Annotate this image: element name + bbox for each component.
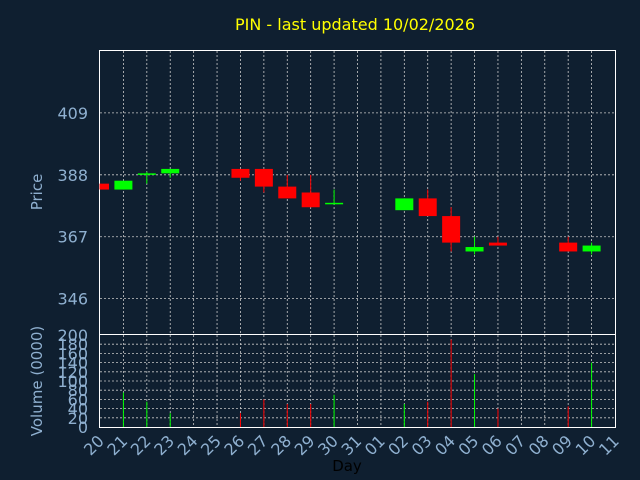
candle-body [278, 186, 297, 199]
volume-tick-label: 100 [57, 372, 88, 391]
candle-body [231, 168, 250, 178]
candle-body [301, 192, 320, 208]
volume-tick-label: 140 [57, 354, 88, 373]
candle-body [137, 173, 156, 175]
price-axis-label: Price [28, 174, 46, 211]
candle-body [254, 168, 273, 187]
volume-panel-frame [99, 334, 616, 428]
candle-body [161, 168, 180, 174]
volume-axis-label: Volume (0000) [28, 326, 46, 436]
volume-tick-label: 120 [57, 363, 88, 382]
price-tick-labels: 346 367 388 409 [57, 104, 88, 309]
candle-body [465, 247, 484, 252]
candle-body [395, 198, 414, 211]
volume-tick-label: 0 [78, 418, 88, 437]
volume-tick-label: 180 [57, 335, 88, 354]
volume-tick-label: 60 [68, 390, 88, 409]
candle-body [418, 198, 437, 217]
candle-body [325, 202, 344, 205]
volume-tick-label: 200 [57, 326, 88, 345]
candle-body [114, 180, 133, 190]
volume-tick-label: 20 [68, 409, 88, 428]
candle-body [559, 242, 578, 252]
price-tick-label: 367 [57, 228, 88, 247]
x-tick-label: 11 [595, 431, 623, 459]
volume-grid [100, 335, 615, 427]
price-tick-label: 388 [57, 166, 88, 185]
price-grid [100, 51, 615, 334]
price-tick-label: 346 [57, 290, 88, 309]
candle-body [100, 183, 109, 190]
candles [99, 168, 601, 255]
x-tick-labels: 2021222324252627282930310102030405060708… [80, 431, 623, 459]
candle-body [488, 242, 507, 246]
chart-title: PIN - last updated 10/02/2026 [235, 15, 475, 34]
price-tick-label: 409 [57, 104, 88, 123]
candle-body [442, 216, 461, 243]
candle-body [582, 245, 601, 252]
volume-tick-label: 40 [68, 400, 88, 419]
x-axis-label: Day [332, 457, 362, 475]
volume-bars [122, 339, 593, 427]
volume-tick-label: 160 [57, 344, 88, 363]
volume-tick-label: 80 [68, 381, 88, 400]
